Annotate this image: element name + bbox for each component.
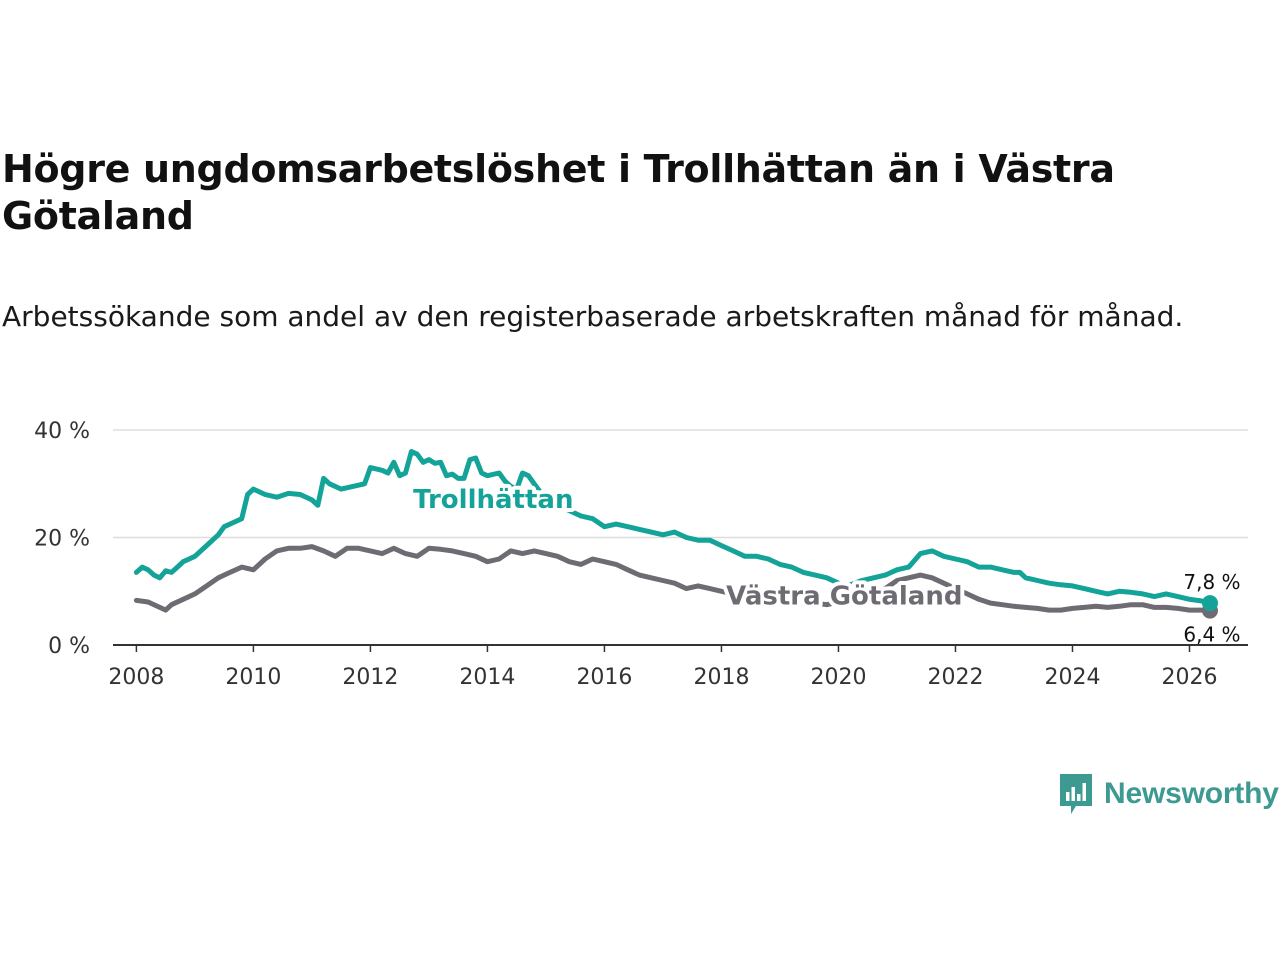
x-tick-label: 2024 [1044, 665, 1100, 690]
x-tick-label: 2008 [108, 665, 164, 690]
y-tick-label: 20 % [34, 527, 90, 552]
label-layer: Trollhättan Västra Götaland 7,8 % 6,4 % [409, 481, 1240, 647]
end-point-trollhattan [1201, 595, 1218, 612]
series-line-trollhattan [133, 449, 1213, 606]
brand-name: Newsworthy [1104, 777, 1279, 810]
newsworthy-logo-icon [1060, 774, 1092, 814]
x-tick-label: 2022 [927, 665, 983, 690]
chart-title: Högre ungdomsarbetslöshet i Trollhättan … [2, 147, 1115, 238]
y-tick-label: 0 % [48, 634, 90, 659]
x-tick-label: 2020 [810, 665, 866, 690]
series-label-trollhattan: Trollhättan [413, 485, 573, 515]
x-tick-label: 2012 [342, 665, 398, 690]
x-tick-label: 2018 [693, 665, 749, 690]
end-label-trollhattan: 7,8 % [1183, 570, 1240, 594]
end-label-vastra-gotaland: 6,4 % [1183, 623, 1240, 647]
line-chart: 0 % 20 % 40 % 2008 2010 2012 2014 2016 2018 2020 2… [34, 419, 1248, 690]
series-label-vastra-gotaland: Västra Götaland [726, 582, 962, 612]
axis-layer: 0 % 20 % 40 % 2008 2010 2012 2014 2016 2018 2020 2… [34, 419, 1248, 690]
newsworthy-logo: Newsworthy [1058, 772, 1279, 816]
x-tick-label: 2010 [225, 665, 281, 690]
x-tick-label: 2026 [1161, 665, 1217, 690]
series-line-vastra-gotaland [133, 544, 1213, 614]
x-tick-label: 2016 [576, 665, 632, 690]
x-tick-label: 2014 [459, 665, 515, 690]
y-tick-label: 40 % [34, 419, 90, 444]
grid-layer [113, 429, 1248, 539]
series-layer [133, 449, 1218, 619]
chart-subtitle: Arbetssökande som andel av den registerb… [2, 300, 1184, 333]
